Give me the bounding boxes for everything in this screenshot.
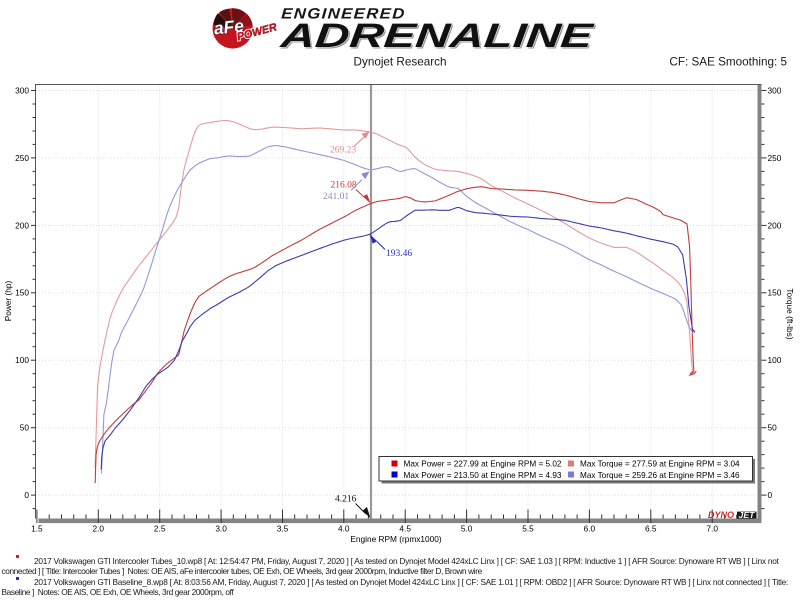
svg-text:241.01: 241.01 bbox=[323, 192, 349, 202]
svg-text:5.5: 5.5 bbox=[522, 524, 534, 534]
svg-text:0: 0 bbox=[24, 490, 29, 500]
svg-text:Max Torque = 259.26 at Engine: Max Torque = 259.26 at Engine RPM = 3.46 bbox=[580, 471, 740, 480]
svg-text:100: 100 bbox=[15, 355, 29, 365]
svg-text:Engine RPM (rpmx1000): Engine RPM (rpmx1000) bbox=[350, 534, 442, 544]
svg-text:3.5: 3.5 bbox=[277, 524, 289, 534]
svg-text:JET: JET bbox=[739, 510, 756, 520]
svg-text:ADRENALINE: ADRENALINE bbox=[278, 17, 596, 55]
svg-text:5.0: 5.0 bbox=[461, 524, 473, 534]
svg-text:250: 250 bbox=[15, 153, 29, 163]
svg-text:200: 200 bbox=[768, 220, 782, 230]
svg-text:2.0: 2.0 bbox=[93, 524, 105, 534]
svg-text:ENGINEERED: ENGINEERED bbox=[281, 6, 406, 22]
svg-text:7.0: 7.0 bbox=[706, 524, 718, 534]
svg-text:6.5: 6.5 bbox=[645, 524, 657, 534]
svg-text:0: 0 bbox=[768, 490, 773, 500]
svg-text:4.216: 4.216 bbox=[335, 494, 357, 504]
svg-text:1.5: 1.5 bbox=[31, 524, 43, 534]
svg-text:4.5: 4.5 bbox=[399, 524, 411, 534]
svg-text:50: 50 bbox=[20, 423, 30, 433]
svg-text:250: 250 bbox=[768, 153, 782, 163]
svg-text:CF: SAE Smoothing: 5: CF: SAE Smoothing: 5 bbox=[669, 55, 787, 68]
svg-text:ADRENALINE: ADRENALINE bbox=[280, 18, 598, 56]
svg-text:216.08: 216.08 bbox=[331, 181, 357, 191]
svg-text:100: 100 bbox=[768, 355, 782, 365]
svg-text:4.0: 4.0 bbox=[338, 524, 350, 534]
svg-text:Dynojet Research: Dynojet Research bbox=[354, 55, 447, 68]
svg-text:DYNO: DYNO bbox=[708, 510, 734, 520]
svg-text:®: ® bbox=[249, 11, 254, 18]
svg-text:Max Power = 227.99 at Engine R: Max Power = 227.99 at Engine RPM = 5.02 bbox=[404, 459, 562, 468]
svg-text:150: 150 bbox=[15, 288, 29, 298]
svg-text:Max Power = 213.50 at Engine R: Max Power = 213.50 at Engine RPM = 4.93 bbox=[404, 471, 562, 480]
svg-text:6.0: 6.0 bbox=[584, 524, 596, 534]
svg-text:300: 300 bbox=[768, 85, 782, 95]
svg-text:Power (hp): Power (hp) bbox=[3, 280, 13, 321]
svg-text:269.23: 269.23 bbox=[330, 146, 356, 156]
svg-text:aFe: aFe bbox=[213, 15, 245, 38]
svg-text:200: 200 bbox=[15, 220, 29, 230]
svg-text:3.0: 3.0 bbox=[215, 524, 227, 534]
svg-text:300: 300 bbox=[15, 85, 29, 95]
svg-text:Max Torque = 277.59 at Engine: Max Torque = 277.59 at Engine RPM = 3.04 bbox=[580, 459, 740, 468]
svg-text:2.5: 2.5 bbox=[154, 524, 166, 534]
svg-text:193.46: 193.46 bbox=[386, 249, 412, 259]
svg-text:Torque (ft-lbs): Torque (ft-lbs) bbox=[785, 288, 795, 339]
svg-text:50: 50 bbox=[768, 423, 778, 433]
svg-text:150: 150 bbox=[768, 288, 782, 298]
